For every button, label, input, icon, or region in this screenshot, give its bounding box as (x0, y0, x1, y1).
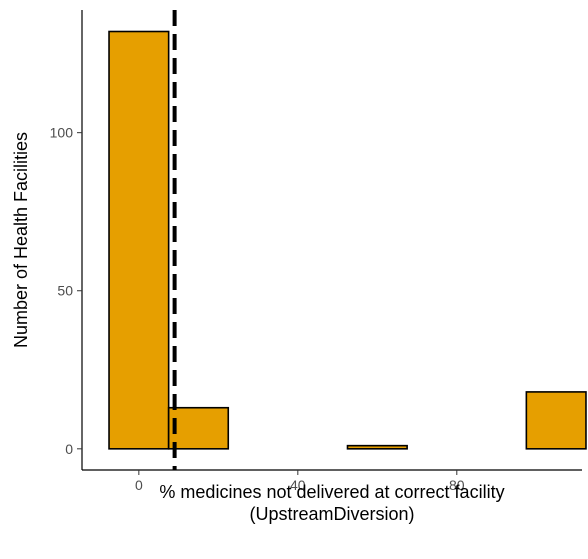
x-axis-title-line-1: % medicines not delivered at correct fac… (159, 482, 504, 502)
ticks: 0 40 80 0 50 100 (50, 125, 465, 493)
histogram-bar-0 (108, 30, 170, 450)
x-tick-label: 80 (449, 477, 465, 493)
y-axis-title: Number of Health Facilities (11, 132, 31, 348)
y-tick-label: 50 (57, 283, 73, 299)
histogram-bar-4 (346, 444, 408, 450)
axes (81, 10, 582, 471)
x-axis-title-line-2: (UpstreamDiversion) (249, 504, 414, 524)
histogram-bar-1 (167, 406, 230, 450)
histogram-bars (108, 30, 587, 450)
axis-titles: % medicines not delivered at correct fac… (11, 132, 505, 524)
histogram-bar-7 (525, 391, 587, 450)
y-tick-label: 0 (65, 441, 73, 457)
x-tick-label: 40 (290, 477, 306, 493)
x-tick-label: 0 (135, 477, 143, 493)
y-tick-label: 100 (50, 125, 74, 141)
